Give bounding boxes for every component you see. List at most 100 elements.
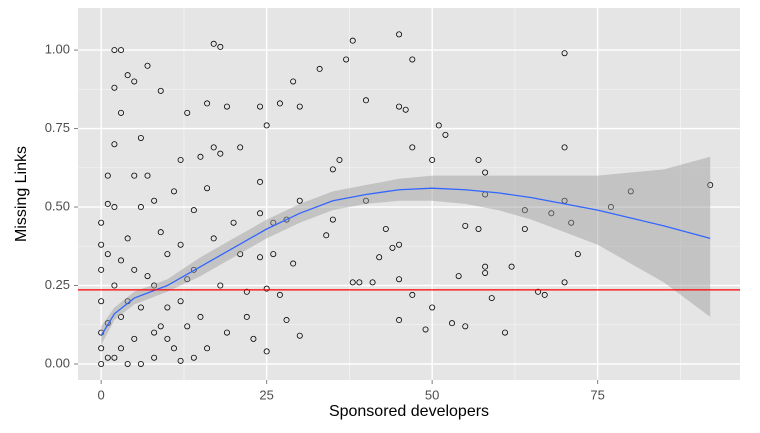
point [250, 335, 257, 342]
y-tick-label: 0.50 [45, 198, 70, 213]
point [396, 31, 403, 38]
point [329, 216, 336, 223]
point [157, 87, 164, 94]
point [521, 207, 528, 214]
point [223, 329, 230, 336]
point [257, 178, 264, 185]
point [190, 207, 197, 214]
point [482, 169, 489, 176]
point [124, 72, 131, 79]
x-tick-label: 25 [259, 387, 273, 402]
point [164, 251, 171, 258]
point [283, 317, 290, 324]
point [243, 288, 250, 295]
point [257, 254, 264, 261]
point [177, 357, 184, 364]
point [422, 326, 429, 333]
point [118, 109, 125, 116]
point [290, 260, 297, 267]
point [223, 103, 230, 110]
point [449, 320, 456, 327]
point [210, 144, 217, 151]
point [210, 235, 217, 242]
point [204, 345, 211, 352]
point [98, 345, 105, 352]
point [329, 166, 336, 173]
point [270, 251, 277, 258]
point [257, 103, 264, 110]
point [131, 266, 138, 273]
confidence-band [101, 156, 711, 346]
point [144, 273, 151, 280]
point [197, 313, 204, 320]
point [204, 185, 211, 192]
point [442, 131, 449, 138]
point [137, 134, 144, 141]
point [131, 335, 138, 342]
point [98, 360, 105, 367]
point [164, 335, 171, 342]
point [190, 354, 197, 361]
point [157, 323, 164, 330]
point [535, 288, 542, 295]
point [376, 254, 383, 261]
point [217, 282, 224, 289]
point [462, 222, 469, 229]
x-tick-label: 0 [98, 387, 105, 402]
point [131, 78, 138, 85]
point [177, 156, 184, 163]
point [402, 106, 409, 113]
point [177, 241, 184, 248]
point [627, 188, 634, 195]
point [144, 62, 151, 69]
point [184, 109, 191, 116]
point [98, 298, 105, 305]
point [409, 144, 416, 151]
point [521, 226, 528, 233]
smooth-line [100, 187, 711, 337]
point [111, 282, 118, 289]
point [230, 219, 237, 226]
point [164, 304, 171, 311]
point [184, 323, 191, 330]
point [98, 219, 105, 226]
point [237, 251, 244, 258]
point [362, 97, 369, 104]
point [561, 50, 568, 57]
point [501, 329, 508, 336]
point [137, 204, 144, 211]
point [170, 188, 177, 195]
point [197, 153, 204, 160]
point [369, 279, 376, 286]
point [462, 323, 469, 330]
point [548, 210, 555, 217]
point [111, 204, 118, 211]
point [118, 313, 125, 320]
point [184, 276, 191, 283]
point [362, 197, 369, 204]
point [482, 269, 489, 276]
point [561, 144, 568, 151]
point [104, 354, 111, 361]
point [263, 122, 270, 129]
point [541, 291, 548, 298]
point [137, 304, 144, 311]
point [389, 244, 396, 251]
point [283, 216, 290, 223]
point [455, 273, 462, 280]
point [98, 266, 105, 273]
point [263, 348, 270, 355]
point [124, 235, 131, 242]
point [111, 141, 118, 148]
point [607, 204, 614, 211]
point [349, 279, 356, 286]
x-tick-label: 75 [590, 387, 604, 402]
point [323, 232, 330, 239]
point [151, 197, 158, 204]
point [157, 229, 164, 236]
point [336, 156, 343, 163]
point [118, 345, 125, 352]
point [118, 47, 125, 54]
point [98, 241, 105, 248]
